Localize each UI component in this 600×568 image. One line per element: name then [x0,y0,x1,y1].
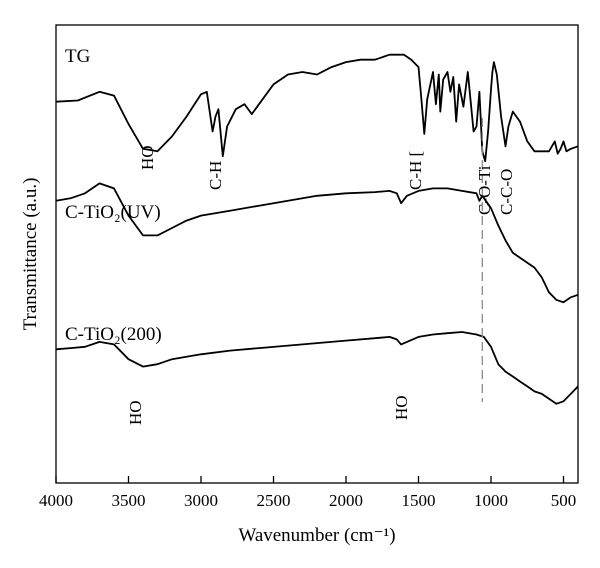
x-tick-label: 4000 [39,491,73,510]
x-tick-label: 3500 [112,491,146,510]
peak-label: C-O-Ti [475,165,494,215]
peak-label: C-C-O [497,169,516,215]
peak-label: HO [138,145,157,170]
x-tick-label: 2500 [257,491,291,510]
series-label-tg: TG [65,46,91,67]
series-labels: TG C-TiO₂(UV) C-TiO₂(200) [65,46,162,345]
c-tio2-200-curve [55,331,579,405]
series-label-c-tio2-200: C-TiO₂(200) [65,324,162,345]
x-axis-ticks: 4000 3500 3000 2500 2000 1500 1000 500 [39,476,576,510]
y-axis-title: Transmittance (a.u.) [20,178,41,331]
c-tio2-uv-curve [55,182,579,304]
x-tick-label: 500 [551,491,577,510]
peak-label: C-H [206,161,225,190]
x-tick-label: 1000 [474,491,508,510]
peak-label: HO [126,400,145,425]
tg-curve [55,53,579,163]
spectra-curves [55,53,579,405]
x-tick-label: 2000 [329,491,363,510]
x-axis-title: Wavenumber (cm⁻¹) [238,525,395,546]
x-tick-label: 3000 [184,491,218,510]
peak-label: HO [392,395,411,420]
peak-annotations: HO C-H C-H [ C-O-Ti C-C-O HO HO [126,145,516,425]
peak-label: C-H [ [406,150,425,190]
plot-area-frame [55,24,579,484]
x-tick-label: 1500 [402,491,436,510]
series-label-c-tio2-uv: C-TiO₂(UV) [65,202,161,223]
